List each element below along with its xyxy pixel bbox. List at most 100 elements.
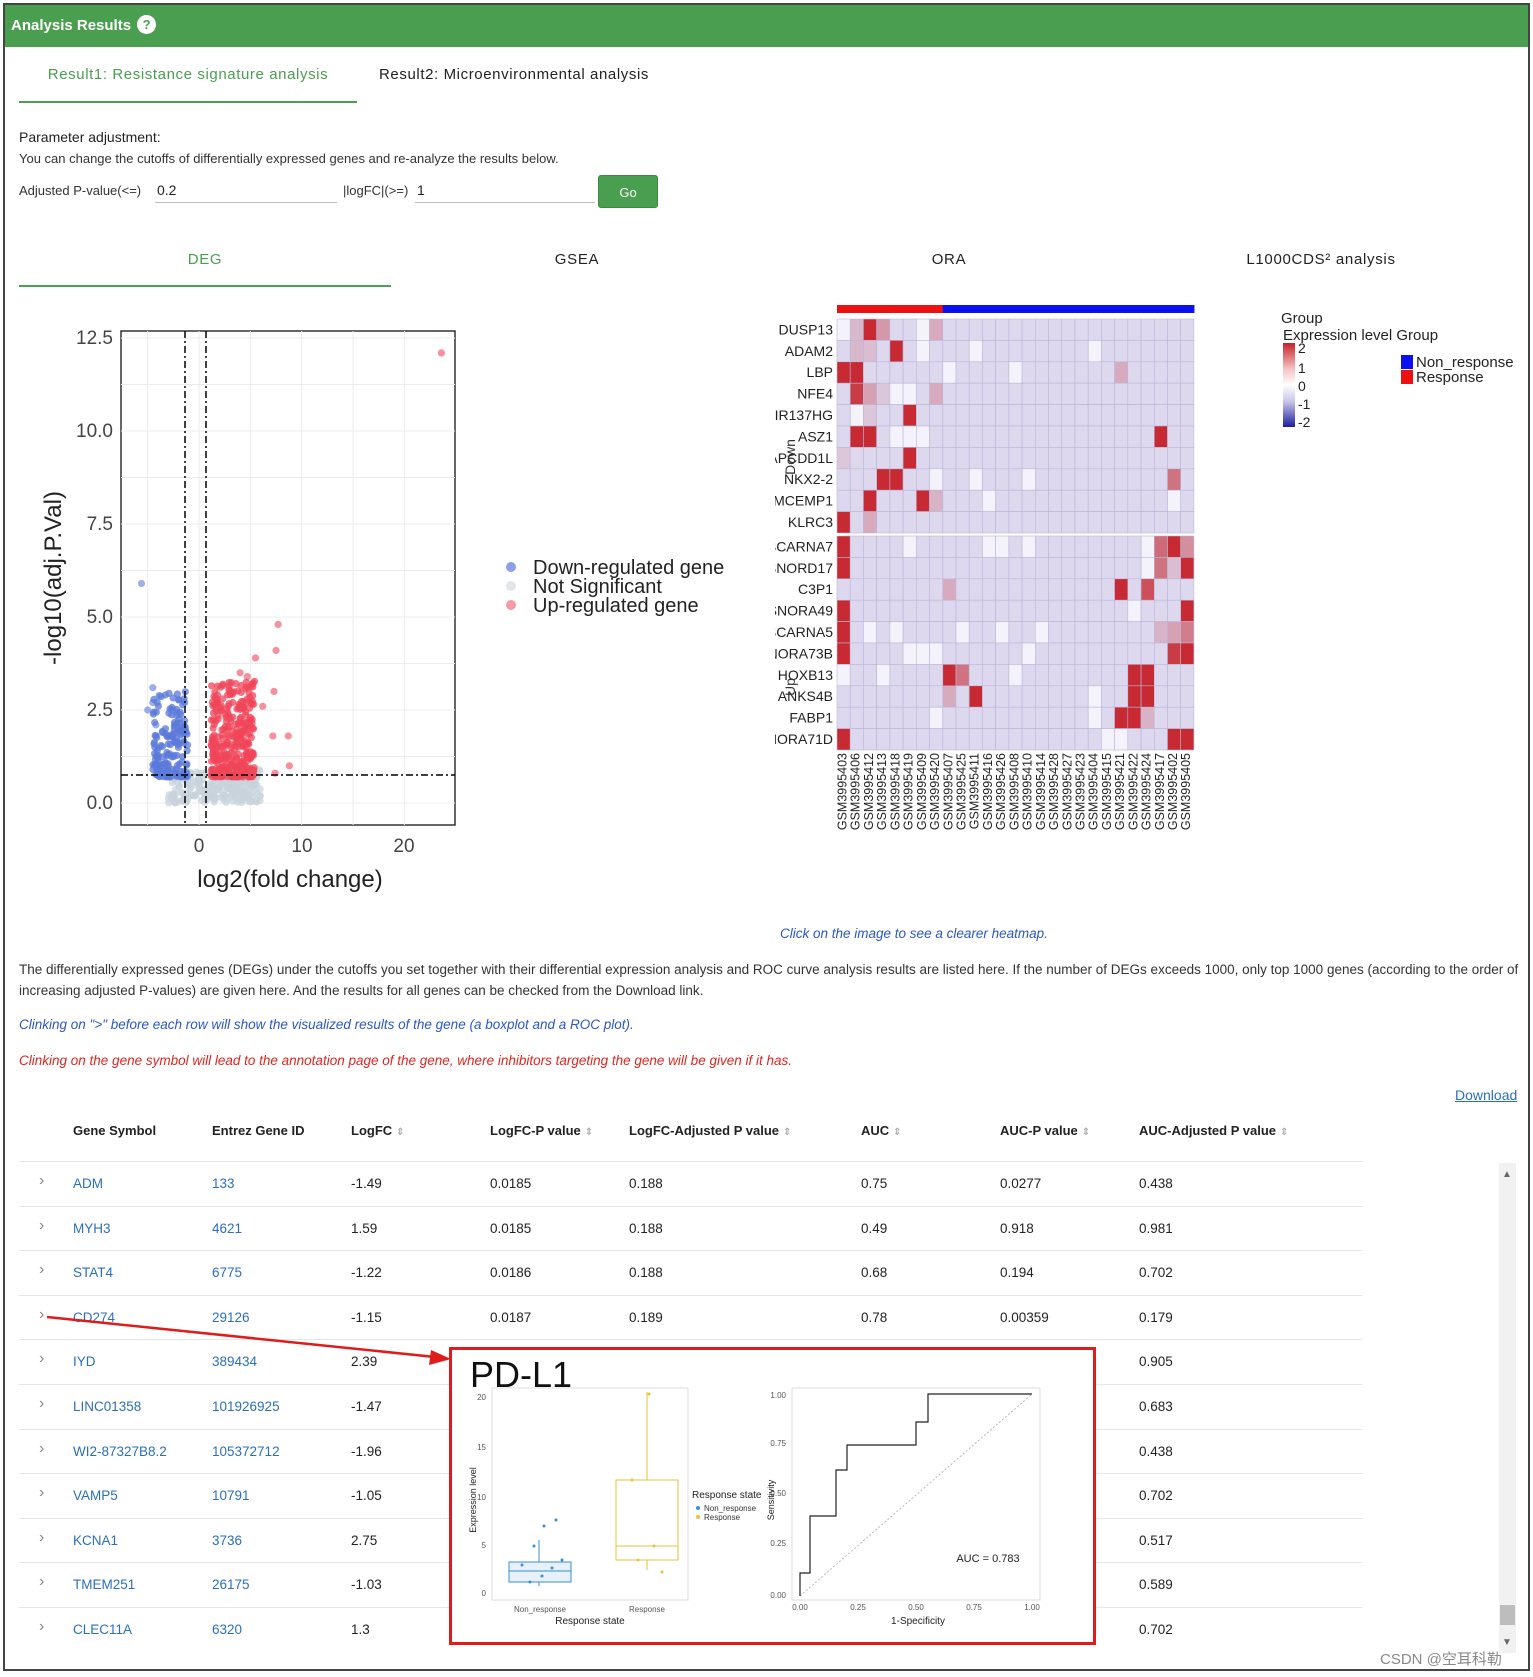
row-expand-icon[interactable]: › <box>39 1305 45 1323</box>
cell-entrez-id[interactable]: 26175 <box>212 1577 250 1593</box>
cell-gene-symbol[interactable]: WI2-87327B8.2 <box>73 1443 167 1459</box>
row-expand-icon[interactable]: › <box>39 1439 45 1457</box>
sample-label: GSM3995402 <box>1166 753 1180 830</box>
pval-input[interactable] <box>155 177 337 203</box>
cell-gene-symbol[interactable]: LINC01358 <box>73 1399 142 1414</box>
volcano-point <box>181 726 190 734</box>
volcano-point <box>221 711 229 719</box>
help-icon[interactable]: ? <box>137 14 157 34</box>
th-auc-adj[interactable]: AUC-Adjusted P value ⇕ <box>1139 1123 1288 1138</box>
volcano-grid <box>121 331 455 825</box>
cell-auc-adj: 0.438 <box>1139 1176 1173 1191</box>
cell-entrez-id[interactable]: 6775 <box>212 1265 243 1281</box>
go-button[interactable]: Go <box>598 175 658 208</box>
row-expand-icon[interactable]: › <box>39 1395 45 1412</box>
volcano-point <box>237 759 245 767</box>
th-auc[interactable]: AUC ⇕ <box>861 1123 902 1138</box>
row-expand-icon[interactable]: › <box>39 1484 45 1502</box>
box-ytick-5: 5 <box>482 1541 487 1550</box>
th-logfc-p[interactable]: LogFC-P value ⇕ <box>490 1123 593 1138</box>
group-bar-cell <box>903 305 917 313</box>
th-entrez: Entrez Gene ID <box>212 1123 305 1138</box>
group-bar-cell <box>969 305 983 313</box>
heatmap-cell <box>1180 728 1195 751</box>
cell-entrez-id[interactable]: 389434 <box>212 1354 258 1370</box>
cell-gene-symbol[interactable]: CLEC11A <box>73 1622 133 1637</box>
scroll-down-icon[interactable]: ▼ <box>1502 1637 1512 1648</box>
cell-entrez-id[interactable]: 4621 <box>212 1220 243 1236</box>
cell-auc-p: 0.194 <box>1000 1265 1034 1281</box>
cell-gene-symbol[interactable]: IYD <box>73 1354 96 1370</box>
volcano-point <box>158 728 166 737</box>
table-scrollbar[interactable]: ▲ ▼ <box>1499 1163 1516 1653</box>
gene-label: ADAM2 <box>785 343 833 359</box>
box-ytick-20: 20 <box>477 1393 486 1402</box>
cell-entrez-id[interactable]: 10791 <box>212 1488 250 1504</box>
volcano-point <box>209 736 217 744</box>
group-bar-cell <box>1167 305 1182 313</box>
cell-entrez-id[interactable]: 3736 <box>212 1532 243 1548</box>
tab-result1[interactable]: Result1: Resistance signature analysis <box>19 55 357 103</box>
group-bar-cell <box>1127 305 1142 313</box>
cell-auc-adj: 0.981 <box>1139 1220 1173 1236</box>
tab-gsea[interactable]: GSEA <box>554 251 600 268</box>
box-point <box>554 1518 558 1522</box>
box-point <box>660 1570 664 1574</box>
roc-xtick-05: 0.50 <box>908 1603 924 1612</box>
volcano-plot[interactable]: 12.5 10.0 7.5 5.0 2.5 0.0 0 10 20 log2(f… <box>25 315 745 895</box>
volcano-point <box>214 712 222 720</box>
cell-entrez-id[interactable]: 29126 <box>212 1309 250 1325</box>
download-link[interactable]: Download <box>1455 1087 1518 1103</box>
row-expand-icon[interactable]: › <box>39 1261 45 1279</box>
cell-logfc-p: 0.0186 <box>490 1265 532 1281</box>
sort-icon: ⇕ <box>783 1127 792 1138</box>
row-expand-icon[interactable]: › <box>39 1216 45 1234</box>
tab-result2[interactable]: Result2: Microenvironmental analysis <box>378 66 650 83</box>
sample-label: GSM3995403 <box>836 753 850 830</box>
cell-entrez-id[interactable]: 6320 <box>212 1622 243 1637</box>
heatmap-image[interactable]: DUSP13 ADAM2 LBP NFE4 MIR137HG ASZ1 APCDD1L NKX… <box>775 305 1520 905</box>
cell-auc-p: 0.918 <box>1000 1220 1034 1236</box>
cell-gene-symbol[interactable]: ADM <box>73 1176 103 1191</box>
heatmap-caption[interactable]: Click on the image to see a clearer heat… <box>780 926 1048 941</box>
cell-gene-symbol[interactable]: STAT4 <box>73 1265 114 1281</box>
tab-deg[interactable]: DEG <box>19 243 391 287</box>
volcano-point <box>149 710 157 718</box>
cell-gene-symbol[interactable]: KCNA1 <box>73 1532 119 1548</box>
cell-entrez-id[interactable]: 133 <box>212 1176 235 1191</box>
group-bar-cell <box>1180 305 1195 313</box>
row-expand-icon[interactable]: › <box>39 1528 45 1546</box>
ytick-2.5: 2.5 <box>87 700 113 721</box>
cell-auc: 0.68 <box>861 1265 888 1281</box>
cell-gene-symbol[interactable]: VAMP5 <box>73 1488 118 1504</box>
row-expand-icon[interactable]: › <box>39 1172 45 1189</box>
roc-curve <box>799 1393 1032 1596</box>
row-expand-icon[interactable]: › <box>39 1618 45 1635</box>
cell-gene-symbol[interactable]: MYH3 <box>73 1220 111 1236</box>
row-expand-icon[interactable]: › <box>39 1350 45 1368</box>
th-auc-p[interactable]: AUC-P value ⇕ <box>1000 1123 1090 1138</box>
tab-ora[interactable]: ORA <box>931 251 967 268</box>
scroll-up-icon[interactable]: ▲ <box>1502 1169 1512 1180</box>
volcano-point <box>219 680 227 688</box>
volcano-point <box>250 700 258 708</box>
volcano-point <box>149 699 157 707</box>
volcano-point <box>155 692 163 700</box>
th-logfc[interactable]: LogFC ⇕ <box>351 1123 405 1138</box>
volcano-point <box>225 733 233 741</box>
cell-logfc: -1.49 <box>351 1176 382 1191</box>
row-expand-icon[interactable]: › <box>39 1573 45 1591</box>
th-logfc-adj[interactable]: LogFC-Adjusted P value ⇕ <box>629 1123 791 1138</box>
heatmap-side-down: Down <box>782 439 798 475</box>
table-row: › MYH3 4621 1.59 0.0185 0.188 0.49 0.918 0.981 <box>19 1205 1362 1250</box>
gene-label: ASZ1 <box>798 428 833 444</box>
roc-xtick-025: 0.25 <box>850 1603 866 1612</box>
tab-l1000cds[interactable]: L1000CDS² analysis <box>1246 251 1396 268</box>
box-ytick-10: 10 <box>477 1493 486 1502</box>
scroll-thumb[interactable] <box>1500 1605 1515 1625</box>
cell-gene-symbol[interactable]: TMEM251 <box>73 1577 136 1593</box>
cell-entrez-id[interactable]: 101926925 <box>212 1399 280 1414</box>
cell-entrez-id[interactable]: 105372712 <box>212 1443 280 1459</box>
cell-auc-adj: 0.683 <box>1139 1399 1173 1414</box>
logfc-input[interactable] <box>415 177 595 203</box>
